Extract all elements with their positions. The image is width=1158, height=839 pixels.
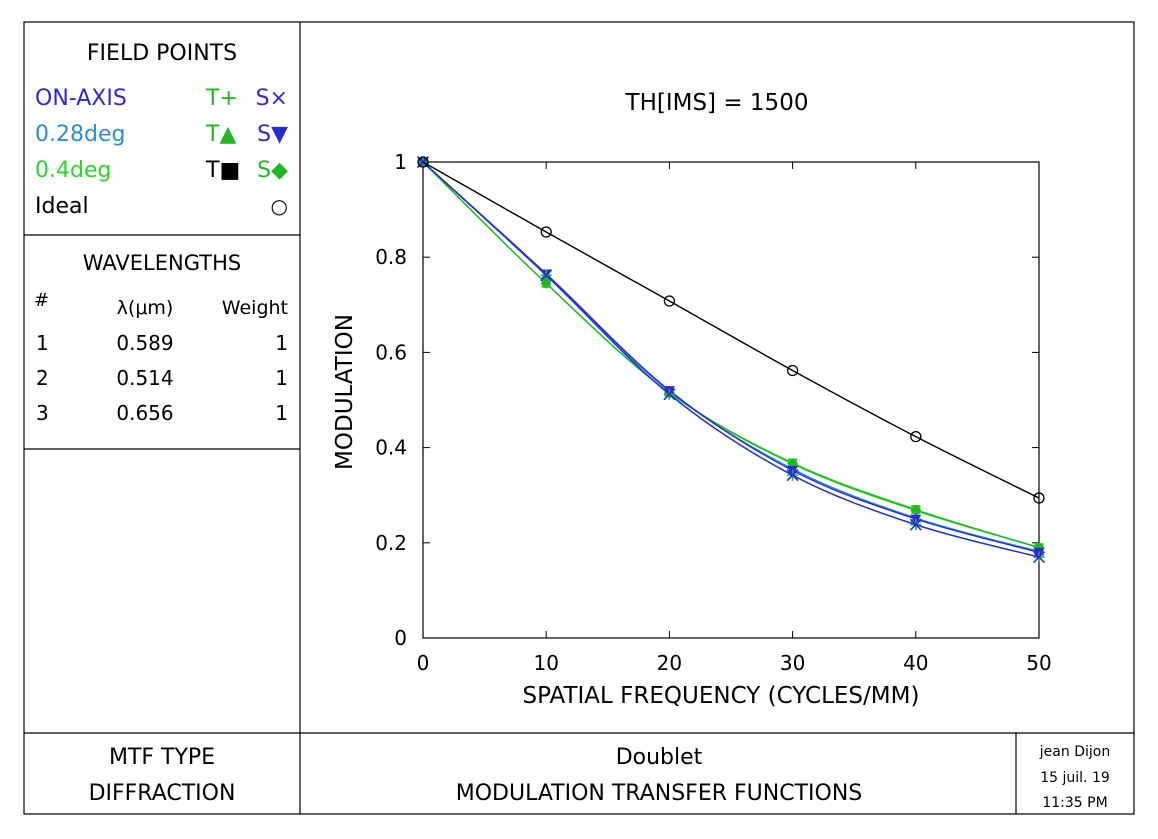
- data-point: [786, 364, 799, 377]
- plot-date: 15 juil. 19: [1040, 770, 1110, 786]
- chart-title: TH[IMS] = 1500: [625, 90, 809, 116]
- x-axis-ticks: 0 10 20 30 40 50: [417, 162, 1052, 675]
- wavelength-row-1-index: 1: [36, 331, 49, 355]
- data-point: [1032, 551, 1046, 564]
- wavelength-row-3-value: 0.656: [116, 401, 173, 425]
- wavelength-row-1-value: 0.589: [116, 331, 173, 355]
- data-point: [540, 269, 553, 282]
- field-label-04deg: 0.4deg: [35, 158, 111, 183]
- wavelengths-panel: WAVELENGTHS # λ(μm) Weight 1 0.589 1 2 0…: [34, 251, 288, 425]
- x-tick-label: 20: [657, 651, 682, 675]
- series-0-28deg-s: [417, 157, 1045, 558]
- wavelength-row-1-weight: 1: [275, 331, 288, 355]
- y-tick-label: 0.4: [375, 436, 407, 460]
- data-point: [417, 156, 429, 168]
- y-tick-label: 0.2: [375, 531, 407, 555]
- data-point: [786, 469, 799, 482]
- plot-time: 11:35 PM: [1042, 795, 1107, 811]
- mtf-chart: TH[IMS] = 1500 0 10 20 30 40 50 0 0.2 0.4 0.6 0.8…: [332, 90, 1052, 709]
- wavelength-header-lambda: λ(μm): [117, 297, 174, 319]
- wavelength-row-2-weight: 1: [275, 366, 288, 390]
- field-s-028deg: S▼: [257, 122, 288, 147]
- wavelength-row-2-value: 0.514: [116, 366, 173, 390]
- x-tick-label: 30: [780, 651, 805, 675]
- series-layer: [416, 155, 1046, 564]
- field-label-on-axis: ON-AXIS: [35, 86, 127, 111]
- x-tick-label: 50: [1026, 651, 1051, 675]
- series-on-axis-s: [416, 155, 1046, 564]
- data-point: [910, 431, 922, 443]
- series-0-4deg-t: [418, 157, 1044, 553]
- data-point: [909, 518, 922, 531]
- x-tick-label: 0: [417, 651, 430, 675]
- user-name: jean Dijon: [1039, 744, 1110, 760]
- series-line: [422, 161, 1040, 499]
- field-s-04deg: S◆: [257, 158, 288, 183]
- field-label-028deg: 0.28deg: [35, 122, 125, 147]
- data-point: [540, 277, 552, 289]
- wavelength-header-weight: Weight: [222, 297, 288, 319]
- field-t-04deg: T■: [205, 158, 240, 183]
- plot-area: [422, 161, 1040, 639]
- y-tick-label: 0: [394, 626, 407, 650]
- outer-border: [23, 21, 1135, 815]
- wavelength-row-3-index: 3: [36, 401, 49, 425]
- x-axis-label: SPATIAL FREQUENCY (CYCLES/MM): [523, 683, 920, 709]
- wavelength-row-3-weight: 1: [275, 401, 288, 425]
- field-row-ideal: Ideal ○: [35, 194, 288, 219]
- series-0-28deg-t: [417, 156, 1045, 556]
- y-tick-label: 0.6: [375, 340, 407, 364]
- data-point: [540, 226, 552, 238]
- y-tick-label: 1: [394, 150, 407, 174]
- series-line: [422, 161, 1040, 549]
- field-label-ideal: Ideal: [35, 194, 89, 219]
- mtf-type-value: DIFFRACTION: [89, 781, 236, 806]
- series-line: [422, 161, 1040, 558]
- y-axis-label: MODULATION: [332, 314, 358, 470]
- data-point: [910, 504, 922, 516]
- mtf-type-label: MTF TYPE: [109, 745, 215, 770]
- field-s-on-axis: S×: [256, 86, 288, 111]
- field-t-028deg: T▲: [205, 122, 236, 147]
- series-on-axis-t: [417, 156, 1045, 563]
- series-0-4deg-s: [417, 156, 1045, 554]
- field-s-ideal: ○: [271, 194, 288, 218]
- footer: MTF TYPE DIFFRACTION Doublet MODULATION …: [89, 744, 1111, 811]
- y-axis-ticks: 0 0.2 0.4 0.6 0.8 1: [375, 150, 1039, 650]
- y-tick-label: 0.8: [375, 245, 407, 269]
- field-points-title: FIELD POINTS: [87, 41, 237, 66]
- plot-title: MODULATION TRANSFER FUNCTIONS: [456, 781, 863, 806]
- series-line: [422, 161, 1040, 553]
- data-point: [663, 388, 676, 401]
- field-row-on-axis: ON-AXIS T+ S×: [35, 86, 288, 111]
- field-row-04deg: 0.4deg T■ S◆: [35, 158, 288, 183]
- wavelengths-title: WAVELENGTHS: [83, 251, 241, 275]
- series-ideal: [417, 156, 1045, 504]
- x-tick-label: 40: [903, 651, 928, 675]
- x-tick-label: 10: [533, 651, 558, 675]
- series-line: [422, 161, 1040, 553]
- wavelength-row-2-index: 2: [36, 366, 49, 390]
- field-points-panel: FIELD POINTS ON-AXIS T+ S× 0.28deg T▲ S▼…: [35, 41, 288, 219]
- field-t-on-axis: T+: [205, 86, 238, 111]
- series-line: [422, 161, 1040, 558]
- series-line: [422, 161, 1040, 549]
- field-row-028deg: 0.28deg T▲ S▼: [35, 122, 288, 147]
- wavelength-header-index: #: [34, 290, 49, 311]
- lens-name: Doublet: [616, 745, 703, 770]
- data-point: [1033, 492, 1045, 504]
- data-point: [663, 295, 676, 307]
